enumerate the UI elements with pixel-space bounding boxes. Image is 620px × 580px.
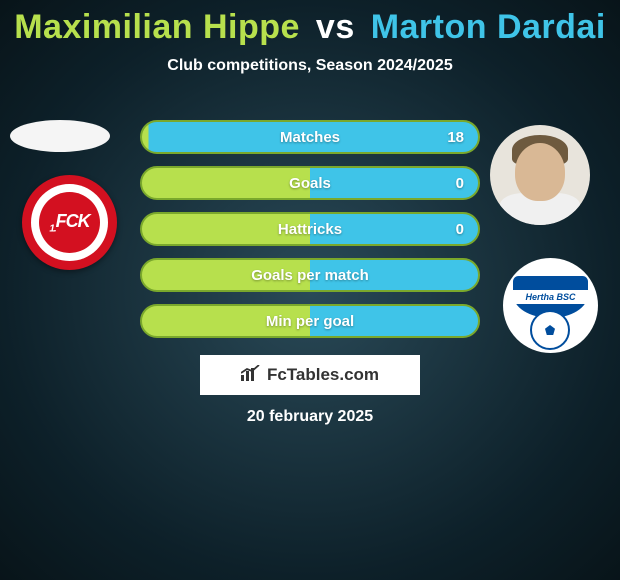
attribution-box: FcTables.com xyxy=(200,355,420,395)
club2-crest: Hertha BSC xyxy=(503,258,598,353)
stat-label: Goals per match xyxy=(251,267,369,284)
stat-right-value: 18 xyxy=(447,129,464,146)
subtitle: Club competitions, Season 2024/2025 xyxy=(0,57,620,75)
stat-right-value: 0 xyxy=(456,175,464,192)
hertha-ball-icon xyxy=(530,310,570,350)
date-label: 20 february 2025 xyxy=(0,408,620,426)
vs-text: vs xyxy=(316,8,355,46)
stat-label: Matches xyxy=(280,129,340,146)
stat-label: Goals xyxy=(289,175,331,192)
stat-label: Min per goal xyxy=(266,313,354,330)
attribution-label: FcTables.com xyxy=(267,365,379,385)
fck-crest-core: 1.FCK xyxy=(39,192,100,253)
player2-name: Marton Dardai xyxy=(371,8,606,46)
club1-crest: 1.FCK xyxy=(22,175,117,270)
hertha-stripe-top xyxy=(513,276,588,290)
player1-avatar xyxy=(10,120,110,152)
fck-crest-text: 1.FCK xyxy=(49,211,89,235)
player2-avatar xyxy=(490,125,590,225)
stat-label: Hattricks xyxy=(278,221,342,238)
fck-crest-outer: 1.FCK xyxy=(22,175,117,270)
stat-row-hattricks: Hattricks 0 xyxy=(140,212,480,246)
headline: Maximilian Hippe vs Marton Dardai xyxy=(0,0,620,47)
stat-right-value: 0 xyxy=(456,221,464,238)
chart-icon xyxy=(241,365,261,386)
stats-panel: Matches 18 Goals 0 Hattricks 0 Goals per match… xyxy=(140,120,480,350)
stat-row-min-per-goal: Min per goal xyxy=(140,304,480,338)
comparison-infographic: Maximilian Hippe vs Marton Dardai Club c… xyxy=(0,0,620,580)
stat-row-goals-per-match: Goals per match xyxy=(140,258,480,292)
hertha-stripe-mid: Hertha BSC xyxy=(513,290,588,304)
avatar-face xyxy=(515,143,565,201)
stat-row-matches: Matches 18 xyxy=(140,120,480,154)
player1-name: Maximilian Hippe xyxy=(14,8,300,46)
stat-row-goals: Goals 0 xyxy=(140,166,480,200)
